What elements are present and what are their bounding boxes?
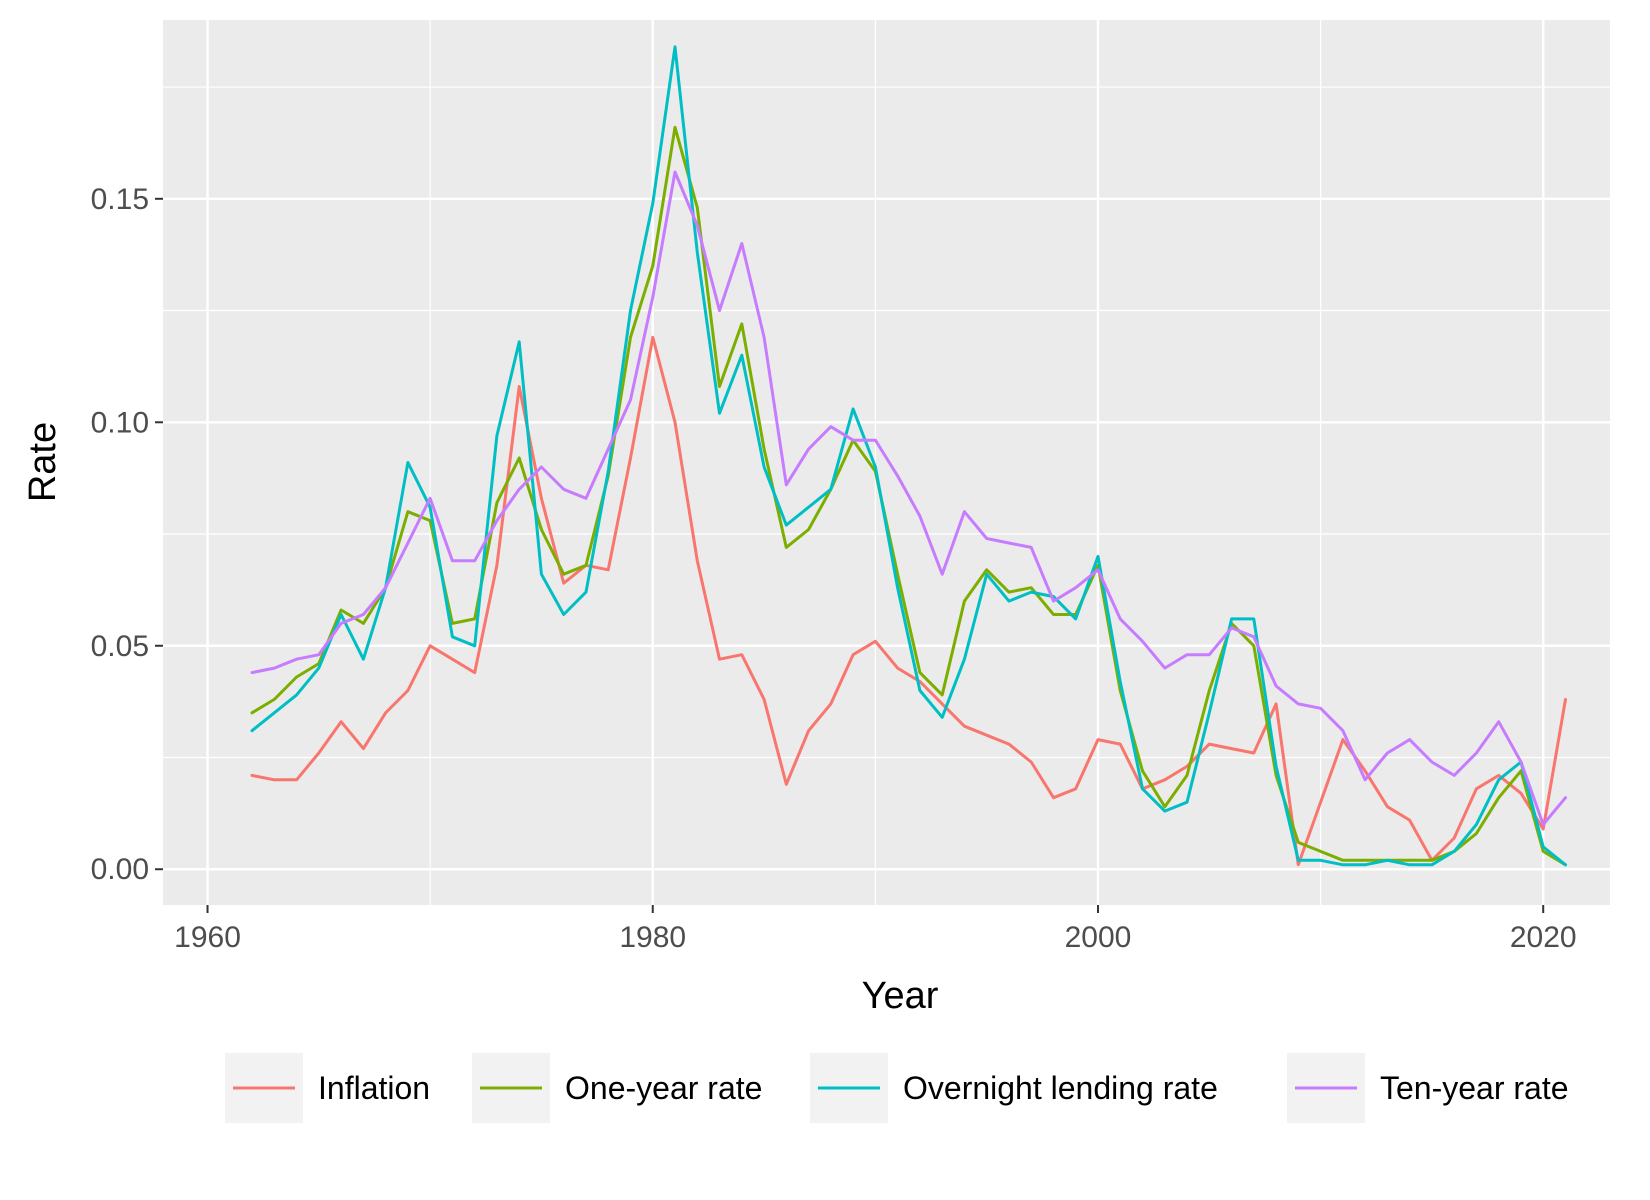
series-line-one-year-rate <box>250 125 1567 867</box>
panel-background <box>163 20 1610 905</box>
x-axis-title: Year <box>862 975 939 1017</box>
legend: Inflation One-year rate Overnight lending … <box>225 1053 1569 1123</box>
y-tick-label: 0.00 <box>91 853 149 886</box>
series-line-inflation <box>250 335 1567 867</box>
y-tick-label: 0.05 <box>91 630 149 663</box>
y-tick-labels: 0.00 0.05 0.10 0.15 <box>91 183 149 886</box>
x-tick-label: 2000 <box>1065 921 1132 954</box>
x-tick-label: 1960 <box>174 921 241 954</box>
y-tick-label: 0.15 <box>91 183 149 216</box>
legend-label-inflation: Inflation <box>318 1070 430 1106</box>
legend-label-overnight-lending-rate: Overnight lending rate <box>903 1070 1218 1106</box>
axis-ticks <box>155 197 1545 913</box>
legend-label-one-year-rate: One-year rate <box>565 1070 762 1106</box>
legend-label-ten-year-rate: Ten-year rate <box>1380 1070 1569 1106</box>
x-tick-label: 2020 <box>1510 921 1577 954</box>
y-axis-title: Rate <box>22 422 64 502</box>
x-tick-label: 1980 <box>619 921 686 954</box>
series-line-overnight-lending-rate <box>250 45 1567 867</box>
x-tick-labels: 1960 1980 2000 2020 <box>174 921 1576 954</box>
y-tick-label: 0.10 <box>91 406 149 439</box>
major-gridlines <box>163 20 1610 905</box>
series-line-ten-year-rate <box>250 170 1567 826</box>
series-lines <box>250 45 1567 867</box>
